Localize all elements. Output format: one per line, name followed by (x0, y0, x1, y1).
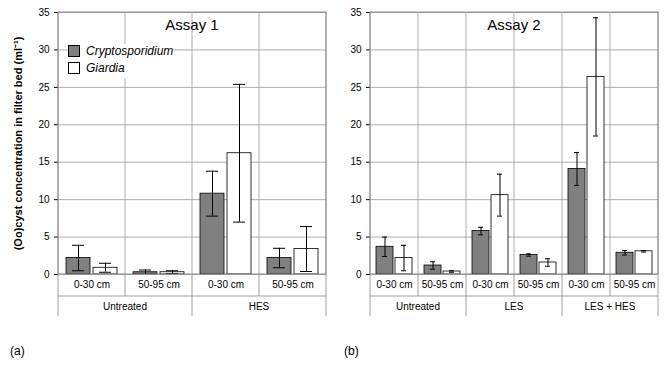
svg-text:30: 30 (350, 44, 362, 55)
svg-text:HES: HES (249, 301, 270, 312)
svg-text:25: 25 (350, 82, 362, 93)
svg-text:Assay 2: Assay 2 (487, 16, 540, 33)
svg-text:Assay 1: Assay 1 (165, 16, 218, 33)
svg-text:5: 5 (44, 231, 50, 242)
svg-text:5: 5 (356, 231, 362, 242)
html-text:Giardia: Giardia (86, 61, 125, 75)
svg-text:0-30 cm: 0-30 cm (208, 279, 244, 290)
svg-text:(Oo)cyst concentration in filt: (Oo)cyst concentration in filter bed (ml… (12, 36, 24, 250)
svg-text:50-95 cm: 50-95 cm (138, 279, 180, 290)
svg-text:15: 15 (350, 156, 362, 167)
svg-text:0-30 cm: 0-30 cm (376, 279, 412, 290)
svg-text:25: 25 (38, 82, 50, 93)
svg-text:10: 10 (350, 194, 362, 205)
svg-text:35: 35 (350, 7, 362, 18)
svg-text:Untreated: Untreated (396, 301, 440, 312)
svg-text:50-95 cm: 50-95 cm (422, 279, 464, 290)
svg-text:0: 0 (44, 269, 50, 280)
svg-text:LES + HES: LES + HES (585, 301, 636, 312)
svg-text:0-30 cm: 0-30 cm (568, 279, 604, 290)
svg-text:15: 15 (38, 156, 50, 167)
svg-text:50-95 cm: 50-95 cm (272, 279, 314, 290)
svg-text:30: 30 (38, 44, 50, 55)
html-text:Cryptosporidium: Cryptosporidium (86, 44, 174, 58)
svg-text:0-30 cm: 0-30 cm (472, 279, 508, 290)
html-text:(b): (b) (344, 344, 359, 358)
svg-text:50-95 cm: 50-95 cm (518, 279, 560, 290)
svg-text:0: 0 (356, 269, 362, 280)
svg-text:0-30 cm: 0-30 cm (74, 279, 110, 290)
svg-text:Untreated: Untreated (103, 301, 147, 312)
svg-text:20: 20 (350, 119, 362, 130)
svg-text:10: 10 (38, 194, 50, 205)
svg-text:20: 20 (38, 119, 50, 130)
svg-text:LES: LES (505, 301, 524, 312)
svg-text:35: 35 (38, 7, 50, 18)
html-text:(a): (a) (10, 344, 25, 358)
svg-text:50-95 cm: 50-95 cm (614, 279, 656, 290)
